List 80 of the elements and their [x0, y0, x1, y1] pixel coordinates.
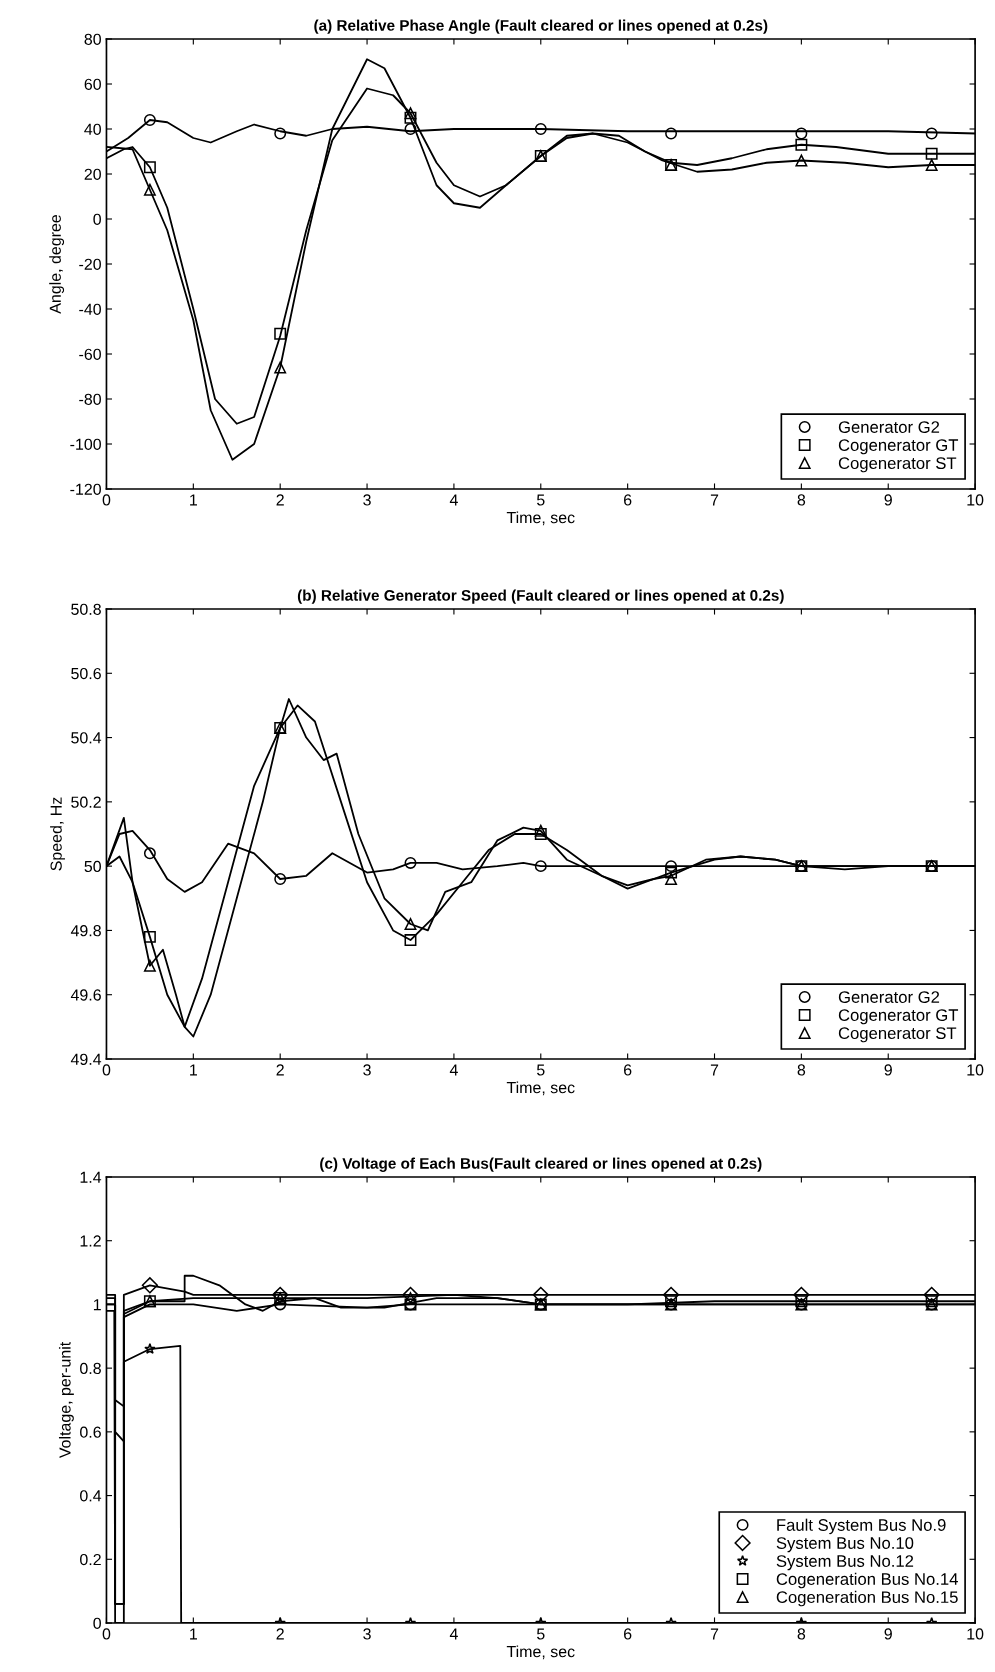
- y-axis-title: Voltage, per-unit: [58, 1341, 74, 1459]
- y-tick-label: 50.6: [71, 667, 101, 680]
- x-tick-label: 8: [797, 494, 806, 506]
- y-tick-label: 0: [93, 213, 101, 225]
- x-axis-title: Time, sec: [506, 1645, 575, 1660]
- x-tick-label: 1: [190, 494, 197, 506]
- chart-title: (b) Relative Generator Speed (Fault cleared or lines opened at 0.2s): [297, 589, 784, 604]
- y-tick-label: 49.6: [70, 989, 101, 1001]
- y-tick-label: 0.4: [80, 1490, 102, 1502]
- x-tick-label: 0: [102, 1628, 111, 1640]
- chart-title: (a) Relative Phase Angle (Fault cleared or lines opened at 0.2s): [314, 19, 768, 34]
- x-tick-label: 7: [710, 1628, 719, 1640]
- legend-label: Cogeneration Bus No.14: [776, 1572, 958, 1589]
- y-axis-title: Angle, degree: [49, 214, 65, 314]
- legend-label: System Bus No.10: [776, 1537, 914, 1553]
- x-tick-label: 1: [190, 1064, 197, 1076]
- x-tick-label: 3: [363, 1628, 371, 1640]
- x-tick-label: 4: [449, 1064, 458, 1076]
- y-tick-label: 49.4: [70, 1053, 102, 1065]
- x-tick-label: 9: [884, 1628, 892, 1640]
- x-tick-label: 10: [967, 1628, 984, 1640]
- x-tick-label: 5: [536, 1064, 545, 1076]
- y-tick-label: 50: [84, 860, 101, 873]
- x-tick-label: 6: [624, 494, 632, 506]
- x-tick-label: 7: [710, 1064, 719, 1076]
- y-tick-label: 49.8: [70, 925, 101, 937]
- legend-label: System Bus No.12: [776, 1555, 914, 1571]
- y-axis-title: Speed, Hz: [50, 797, 65, 871]
- y-tick-label: 50.4: [71, 732, 102, 744]
- y-tick-label: 0.6: [80, 1426, 101, 1438]
- chart-title: (c) Voltage of Each Bus(Fault cleared or lines opened at 0.2s): [320, 1157, 762, 1172]
- y-tick-label: 1.2: [80, 1235, 101, 1247]
- legend-label: Cogenerator GT: [838, 439, 959, 455]
- x-tick-label: 3: [363, 1064, 371, 1076]
- y-tick-label: -60: [79, 348, 101, 360]
- x-tick-label: 4: [449, 494, 458, 506]
- x-tick-label: 2: [276, 1628, 284, 1640]
- legend-label: Cogeneration Bus No.15: [776, 1590, 958, 1607]
- y-tick-label: -100: [70, 438, 101, 450]
- x-tick-label: 8: [797, 1628, 806, 1640]
- y-tick-label: -40: [79, 303, 101, 315]
- x-tick-label: 7: [710, 494, 719, 506]
- x-tick-label: 2: [276, 1064, 284, 1076]
- y-tick-label: -20: [79, 258, 101, 270]
- y-tick-label: 50.8: [71, 603, 101, 615]
- legend-label: Generator G2: [838, 421, 940, 433]
- y-tick-label: 0.2: [80, 1553, 101, 1566]
- x-tick-label: 5: [536, 1628, 545, 1640]
- x-tick-label: 10: [967, 1064, 984, 1076]
- legend-label: Generator G2: [838, 991, 940, 1003]
- y-tick-label: 40: [84, 123, 101, 135]
- y-tick-label: 60: [84, 78, 101, 90]
- legend-label: Cogenerator GT: [838, 1009, 959, 1025]
- y-tick-label: 0: [93, 1617, 101, 1629]
- x-axis-title: Time, sec: [506, 511, 575, 526]
- x-tick-label: 6: [624, 1064, 632, 1076]
- y-tick-label: 50.2: [71, 796, 101, 808]
- x-tick-label: 1: [190, 1628, 197, 1640]
- x-tick-label: 0: [102, 494, 111, 506]
- x-axis-title: Time, sec: [506, 1081, 575, 1096]
- x-tick-label: 6: [624, 1628, 632, 1640]
- x-tick-label: 4: [449, 1628, 458, 1640]
- y-tick-label: 1: [93, 1299, 101, 1311]
- x-tick-label: 5: [536, 494, 545, 506]
- y-tick-label: 1.4: [80, 1171, 102, 1183]
- x-tick-label: 0: [102, 1064, 111, 1076]
- x-tick-label: 9: [884, 494, 892, 506]
- x-tick-label: 2: [276, 494, 284, 506]
- legend-label: Cogenerator ST: [838, 457, 957, 473]
- y-tick-label: 0.8: [80, 1362, 101, 1375]
- x-tick-label: 8: [797, 1064, 806, 1076]
- x-tick-label: 10: [967, 494, 984, 506]
- x-tick-label: 9: [884, 1064, 892, 1076]
- y-tick-label: 20: [84, 168, 101, 180]
- legend-label: Cogenerator ST: [838, 1027, 957, 1043]
- legend-label: Fault System Bus No.9: [777, 1518, 946, 1535]
- y-tick-label: 80: [84, 33, 101, 45]
- x-tick-label: 3: [363, 494, 371, 506]
- y-tick-label: -120: [70, 483, 101, 495]
- y-tick-label: -80: [79, 393, 101, 405]
